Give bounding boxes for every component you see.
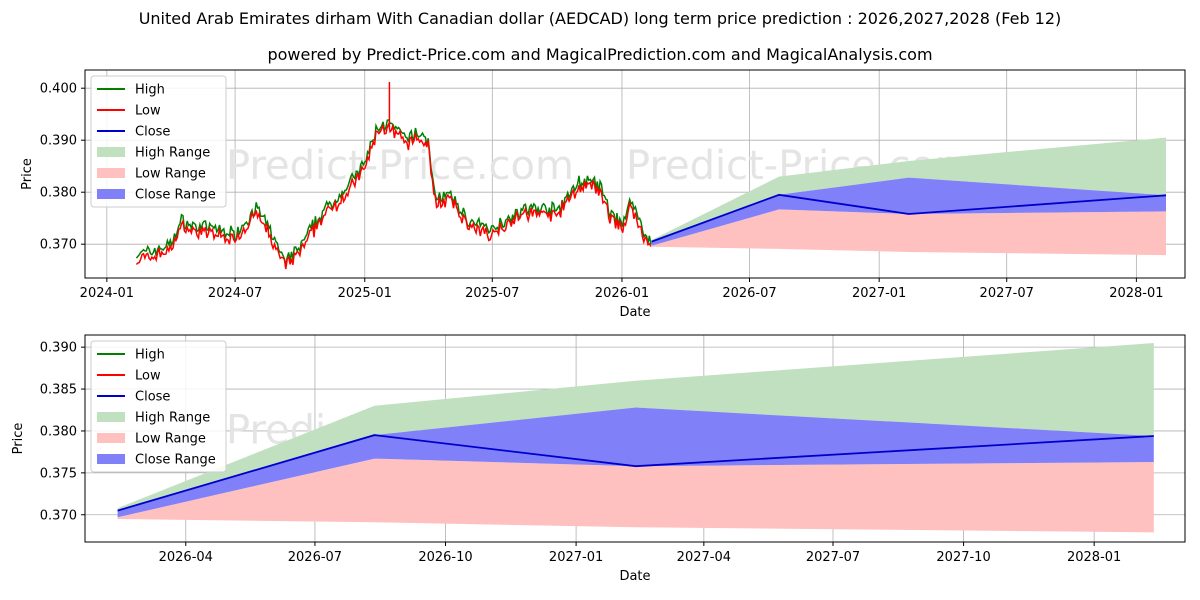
legend-label: Low [135, 369, 161, 384]
legend-label: Low Range [135, 167, 206, 182]
x-tick-label: 2026-07 [288, 550, 342, 565]
chart-title: United Arab Emirates dirham With Canadia… [138, 9, 1062, 28]
legend-label: Close Range [135, 453, 216, 468]
legend-label: High Range [135, 146, 210, 161]
legend: High Low Close High Range Low Range Close Ran… [90, 340, 227, 473]
legend-swatch-patch [97, 454, 125, 464]
legend-label: Close [135, 390, 170, 405]
y-tick-label: 0.370 [40, 508, 77, 523]
x-tick-label: 2024-07 [208, 286, 262, 301]
watermark-text: Predict-Price.com [226, 143, 574, 189]
x-tick-label: 2027-07 [980, 286, 1034, 301]
legend-label: Close [135, 125, 170, 140]
high-range-area [651, 137, 1166, 242]
plot-area [117, 343, 1154, 533]
axes-frame [84, 69, 1186, 279]
legend-swatch-patch [97, 433, 125, 443]
legend-swatch-patch [97, 168, 125, 178]
legend-swatch-patch [97, 189, 125, 199]
axes-frame [84, 334, 1186, 543]
legend-swatch-patch [97, 412, 125, 422]
legend-label: High Range [135, 411, 210, 426]
close-line [117, 434, 1154, 512]
y-tick-label: 0.380 [40, 186, 77, 201]
x-tick-label: 2026-04 [159, 550, 213, 565]
high-range-area [117, 343, 1154, 511]
x-tick-label: 2027-01 [549, 550, 603, 565]
chart-subtitle: powered by Predict-Price.com and Magical… [267, 45, 933, 64]
legend-swatch-patch [97, 147, 125, 157]
close-line [651, 193, 1167, 243]
x-axis-label: Date [619, 305, 650, 320]
y-axis-label: Price [20, 158, 35, 190]
x-tick-label: 2026-07 [722, 286, 776, 301]
legend-label: High [135, 83, 165, 98]
legend-label: Close Range [135, 188, 216, 203]
x-tick-label: 2027-10 [936, 550, 990, 565]
legend-label: Low Range [135, 432, 206, 447]
y-tick-label: 0.390 [40, 134, 77, 149]
x-tick-label: 2028-01 [1109, 286, 1163, 301]
close-range-area [651, 177, 1166, 246]
x-tick-label: 2025-07 [465, 286, 519, 301]
x-axis-label: Date [619, 569, 650, 584]
legend-label: High [135, 348, 165, 363]
x-tick-label: 2024-01 [80, 286, 134, 301]
plot-area [135, 81, 1167, 270]
y-axis-label: Price [11, 423, 26, 455]
y-tick-label: 0.370 [40, 238, 77, 253]
y-tick-label: 0.385 [40, 383, 77, 398]
low-line [135, 121, 652, 270]
y-tick-label: 0.400 [40, 82, 77, 97]
x-tick-label: 2026-10 [418, 550, 472, 565]
legend-label: Low [135, 104, 161, 119]
chart-panel-top: Predict-Price.com Predict-Price.com2024-0… [20, 69, 1186, 320]
y-tick-label: 0.390 [40, 341, 77, 356]
y-tick-label: 0.375 [40, 466, 77, 481]
x-tick-label: 2028-01 [1067, 550, 1121, 565]
x-tick-label: 2027-07 [806, 550, 860, 565]
low-range-area [117, 458, 1154, 533]
low-range-area [651, 209, 1166, 256]
legend: High Low Close High Range Low Range Close Ran… [90, 75, 227, 208]
x-tick-label: 2027-04 [677, 550, 731, 565]
chart-panel-bottom: Predict-Price.comPredict-Price.com2026-0… [11, 334, 1186, 584]
x-tick-label: 2026-01 [595, 286, 649, 301]
x-tick-label: 2025-01 [338, 286, 392, 301]
x-tick-label: 2027-01 [852, 286, 906, 301]
y-tick-label: 0.380 [40, 424, 77, 439]
